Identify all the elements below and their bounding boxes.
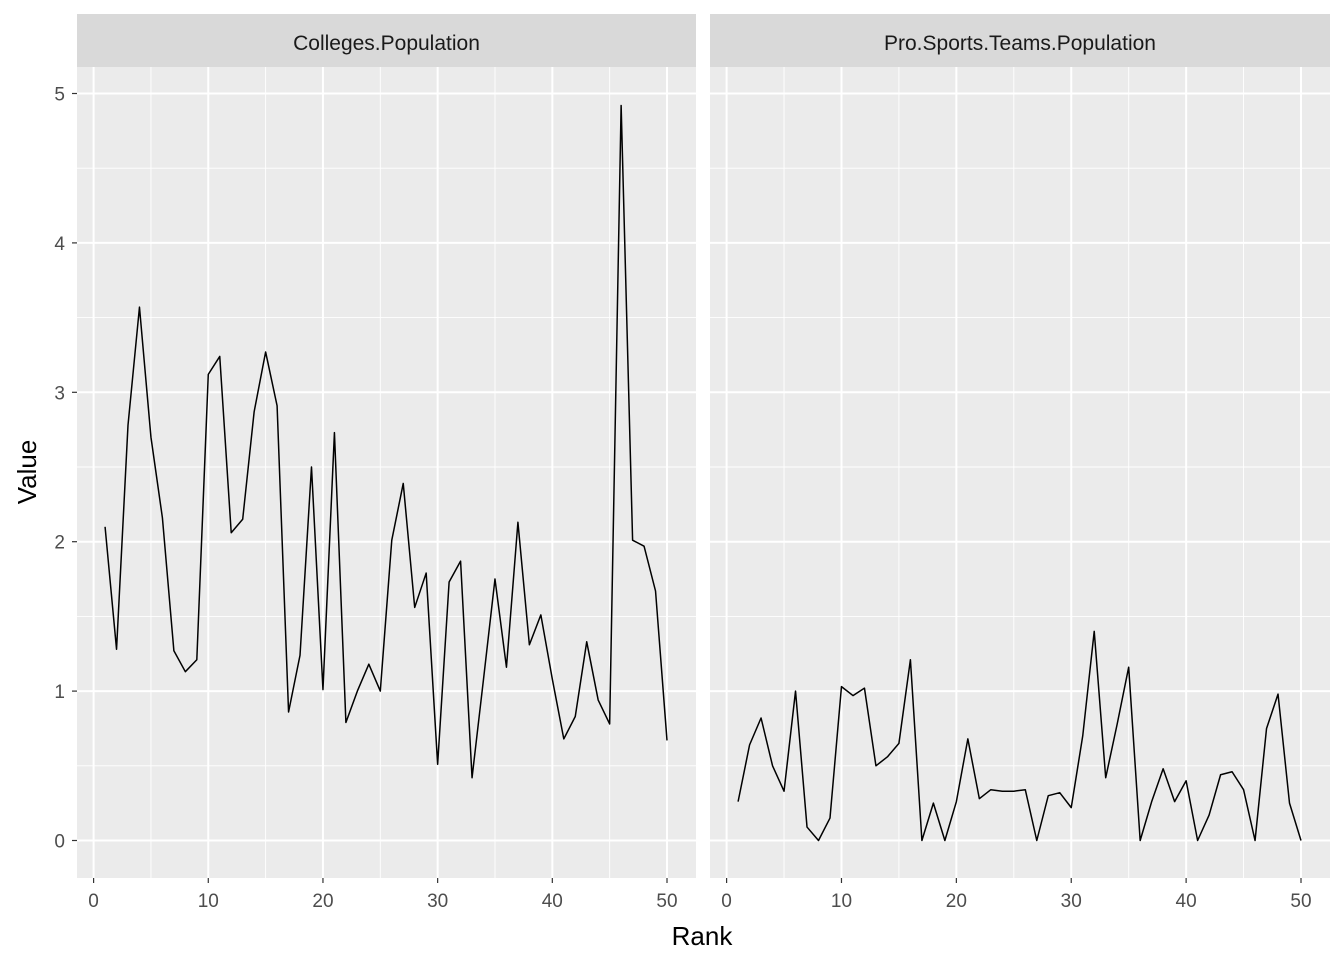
- facet-strip: [710, 14, 1330, 67]
- series-line: [104, 104, 668, 779]
- facet-strip-label: Colleges.Population: [293, 32, 480, 55]
- y-tick-label: 3: [54, 383, 65, 404]
- x-tick-label: 0: [88, 891, 99, 912]
- facet-strip: [77, 14, 696, 67]
- panel-background: [710, 67, 1330, 878]
- x-tick-label: 10: [198, 891, 219, 912]
- x-axis-title: Rank: [672, 921, 734, 951]
- x-tick-label: 30: [427, 891, 448, 912]
- x-tick-label: 40: [542, 891, 563, 912]
- y-axis-title: Value: [12, 440, 42, 505]
- x-axis: 0 10 20 30 40 50: [721, 878, 1312, 912]
- panel-background: [77, 67, 696, 878]
- series-line: [737, 630, 1302, 842]
- y-tick-label: 0: [54, 832, 65, 853]
- facet-2: Pro.Sports.Teams.Population 0 10 20 30 40 50: [710, 14, 1330, 912]
- gridlines: [710, 67, 1330, 878]
- facet-1: Colleges.Population 0 10 20 30 40 50: [77, 14, 696, 912]
- x-tick-label: 10: [831, 891, 852, 912]
- x-tick-label: 50: [656, 891, 677, 912]
- gridlines: [77, 67, 696, 878]
- x-tick-label: 20: [312, 891, 333, 912]
- y-axis: 0 1 2 3 4 5: [54, 85, 77, 853]
- x-tick-label: 50: [1290, 891, 1311, 912]
- x-tick-label: 20: [946, 891, 967, 912]
- y-tick-label: 2: [54, 533, 65, 554]
- y-tick-label: 5: [54, 85, 65, 106]
- x-tick-label: 0: [721, 891, 732, 912]
- y-tick-label: 4: [54, 234, 65, 255]
- x-tick-label: 40: [1176, 891, 1197, 912]
- x-axis: 0 10 20 30 40 50: [88, 878, 678, 912]
- facet-strip-label: Pro.Sports.Teams.Population: [884, 32, 1156, 55]
- x-tick-label: 30: [1061, 891, 1082, 912]
- y-tick-label: 1: [54, 682, 65, 703]
